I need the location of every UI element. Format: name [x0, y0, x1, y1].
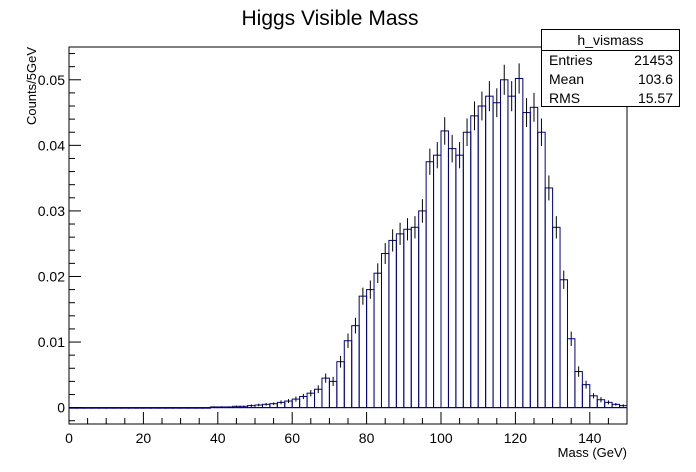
- histogram-bin: [351, 325, 360, 409]
- x-tick-label: 140: [578, 430, 602, 446]
- histogram-bin: [403, 228, 412, 409]
- x-axis-ticks: 0 20 40 60 80 100 120 140: [65, 412, 628, 446]
- x-tick-label: 0: [65, 430, 73, 446]
- histogram-bin: [433, 154, 442, 409]
- error-bars: [213, 63, 624, 408]
- stats-value: 15.57: [637, 90, 673, 106]
- histogram-bin: [440, 130, 449, 409]
- histogram-bin: [559, 279, 568, 409]
- stats-value: 103.6: [637, 71, 673, 87]
- chart-title: Higgs Visible Mass: [241, 7, 418, 30]
- histogram-bin: [485, 95, 494, 409]
- histogram-bin: [507, 95, 516, 409]
- stats-row-rms: RMS 15.57: [542, 89, 679, 108]
- x-tick-label: 40: [210, 430, 226, 446]
- histogram-bin: [462, 131, 472, 409]
- histogram-bin: [358, 295, 368, 409]
- histogram-bin: [380, 253, 390, 409]
- y-tick-label: 0.03: [38, 203, 65, 219]
- histogram-bin: [336, 361, 345, 409]
- histogram-bin: [410, 226, 420, 409]
- histogram-bin: [514, 77, 524, 409]
- histogram-bin: [492, 102, 502, 409]
- x-tick-label: 60: [284, 430, 300, 446]
- x-axis-title: Mass (GeV): [558, 445, 627, 460]
- y-tick-label: 0.01: [38, 334, 65, 350]
- stats-label: Entries: [549, 52, 593, 68]
- histogram-bin: [447, 148, 457, 409]
- histogram-bin: [455, 154, 464, 409]
- x-tick-label: 120: [504, 430, 528, 446]
- histogram-bin: [574, 371, 583, 409]
- x-tick-label: 20: [136, 430, 152, 446]
- histogram-bin: [552, 226, 561, 409]
- histogram-bin: [500, 79, 509, 409]
- y-tick-label: 0.04: [38, 137, 65, 153]
- histogram-bin: [566, 338, 576, 409]
- y-tick-label: 0: [57, 400, 65, 416]
- x-tick-label: 80: [359, 430, 375, 446]
- stats-row-mean: Mean 103.6: [542, 70, 679, 89]
- histogram-bin: [373, 272, 382, 409]
- y-axis-title: Counts/5GeV: [24, 47, 39, 125]
- histogram-bars: [68, 77, 628, 409]
- stats-label: RMS: [549, 90, 581, 106]
- stats-row-entries: Entries 21453: [542, 51, 679, 70]
- histogram-bin: [343, 340, 353, 409]
- histogram-bin: [529, 106, 539, 409]
- y-tick-label: 0.05: [38, 72, 65, 88]
- y-tick-label: 0.02: [38, 268, 65, 284]
- y-axis-ticks: 0 0.01 0.02 0.03 0.04 0.05: [38, 53, 81, 422]
- histogram-bin: [537, 131, 546, 409]
- histogram-bin: [544, 187, 554, 409]
- histogram-bin: [425, 161, 435, 409]
- stats-box: h_vismass Entries 21453 Mean 103.6 RMS 1…: [541, 29, 680, 107]
- histogram-bin: [522, 112, 531, 409]
- stats-label: Mean: [549, 71, 585, 87]
- stats-box-title: h_vismass: [542, 30, 679, 51]
- histogram-bin: [366, 289, 375, 409]
- histogram-bin: [388, 239, 397, 409]
- histogram-bin: [418, 210, 427, 409]
- histogram-bin: [395, 233, 405, 409]
- stats-value: 21453: [634, 52, 673, 68]
- x-tick-label: 100: [429, 430, 453, 446]
- histogram-bin: [477, 105, 487, 409]
- histogram-bin: [470, 115, 479, 409]
